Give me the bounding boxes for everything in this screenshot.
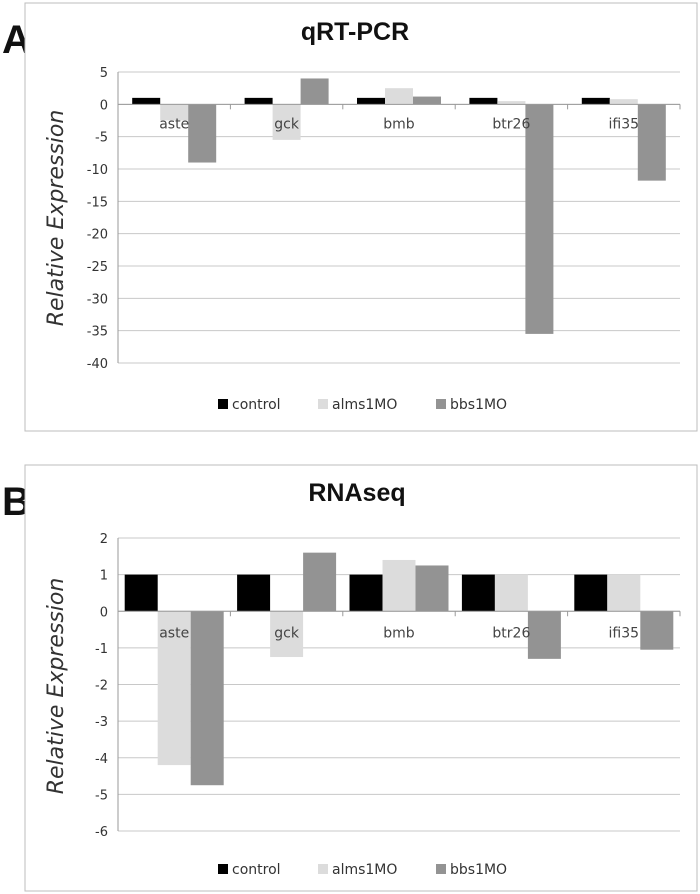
legend-swatch-bbs1MO — [436, 864, 446, 874]
bar-bbs1MO-ifi35 — [640, 611, 674, 650]
bar-bbs1MO-bmb — [415, 565, 449, 612]
bar-control-bmb — [349, 574, 383, 612]
chart-title: qRT-PCR — [301, 18, 409, 46]
y-tick-label: -5 — [95, 131, 108, 146]
bar-alms1MO-gck — [270, 611, 304, 658]
bar-control-gck — [244, 97, 273, 105]
x-tick-label: ifi35 — [609, 625, 640, 641]
y-tick-label: -30 — [87, 292, 108, 307]
bar-alms1MO-bmb — [382, 559, 416, 612]
bar-control-btr26 — [469, 97, 498, 105]
x-tick-label: btr26 — [492, 116, 530, 132]
chart-frame — [24, 2, 698, 432]
bar-bbs1MO-aste — [190, 611, 224, 786]
y-tick-label: -15 — [87, 195, 108, 210]
chart-frame — [24, 464, 698, 892]
y-tick-label: -10 — [87, 163, 108, 178]
x-tick-label: aste — [159, 116, 189, 132]
x-tick-label: bmb — [383, 116, 415, 132]
legend-label-bbs1MO: bbs1MO — [450, 397, 507, 413]
x-tick-label: aste — [159, 625, 189, 641]
bar-control-ifi35 — [574, 574, 608, 612]
y-tick-label: 0 — [100, 98, 108, 113]
y-tick-label: -4 — [95, 752, 108, 767]
legend-swatch-control — [218, 399, 228, 409]
y-tick-label: -6 — [95, 825, 108, 840]
bar-bbs1MO-aste — [188, 104, 217, 163]
y-tick-label: -40 — [87, 357, 108, 372]
y-tick-label: 2 — [100, 532, 108, 547]
chart-rnaseq: RNAseq Relative Expression 2 1 0 -1 -2 -3 -4 -5 -6… — [24, 464, 698, 892]
x-tick-label: gck — [274, 625, 300, 641]
y-tick-label: -5 — [95, 788, 108, 803]
bar-alms1MO-ifi35 — [609, 99, 638, 105]
bar-bbs1MO-gck — [300, 78, 329, 105]
bar-bbs1MO-btr26 — [527, 611, 561, 659]
bar-bbs1MO-bmb — [413, 96, 441, 105]
x-tick-label: ifi35 — [609, 116, 640, 132]
y-tick-label: -1 — [95, 642, 108, 657]
chart-qrt-pcr: qRT-PCR Relative Expression 5 0 -5 -10 -15 -20 -… — [24, 2, 698, 432]
x-tick-label: btr26 — [492, 625, 530, 641]
y-axis-label: Relative Expression — [44, 578, 69, 795]
y-tick-label: -3 — [95, 715, 108, 730]
bar-alms1MO-bmb — [385, 88, 413, 105]
legend-swatch-alms1MO — [318, 864, 328, 874]
legend-swatch-control — [218, 864, 228, 874]
bar-control-aste — [124, 574, 158, 612]
y-tick-label: 5 — [100, 66, 108, 81]
bar-bbs1MO-gck — [303, 552, 337, 612]
y-tick-label: 0 — [100, 605, 108, 620]
bar-control-gck — [237, 574, 271, 612]
chart-title: RNAseq — [308, 479, 405, 507]
bar-control-bmb — [357, 97, 385, 105]
legend-label-bbs1MO: bbs1MO — [450, 862, 507, 878]
bar-control-aste — [132, 97, 161, 105]
bar-bbs1MO-ifi35 — [637, 104, 666, 181]
legend-swatch-alms1MO — [318, 399, 328, 409]
legend-label-control: control — [232, 397, 281, 413]
legend-label-control: control — [232, 862, 281, 878]
bar-alms1MO-ifi35 — [607, 574, 641, 612]
x-tick-label: gck — [274, 116, 300, 132]
bar-alms1MO-btr26 — [494, 574, 528, 612]
legend-label-alms1MO: alms1MO — [332, 397, 397, 413]
y-tick-label: -2 — [95, 679, 108, 694]
y-tick-label: -25 — [87, 260, 108, 275]
legend-label-alms1MO: alms1MO — [332, 862, 397, 878]
bar-alms1MO-gck — [272, 104, 301, 140]
bar-control-ifi35 — [581, 97, 610, 105]
y-tick-label: -20 — [87, 228, 108, 243]
bar-control-btr26 — [461, 574, 495, 612]
legend-swatch-bbs1MO — [436, 399, 446, 409]
x-tick-label: bmb — [383, 625, 415, 641]
bar-alms1MO-btr26 — [497, 101, 526, 105]
y-axis-label: Relative Expression — [44, 110, 69, 327]
y-tick-label: 1 — [100, 569, 108, 584]
bar-alms1MO-aste — [160, 104, 189, 121]
bar-alms1MO-aste — [157, 611, 191, 766]
bar-bbs1MO-btr26 — [525, 104, 554, 334]
y-tick-label: -35 — [87, 325, 108, 340]
